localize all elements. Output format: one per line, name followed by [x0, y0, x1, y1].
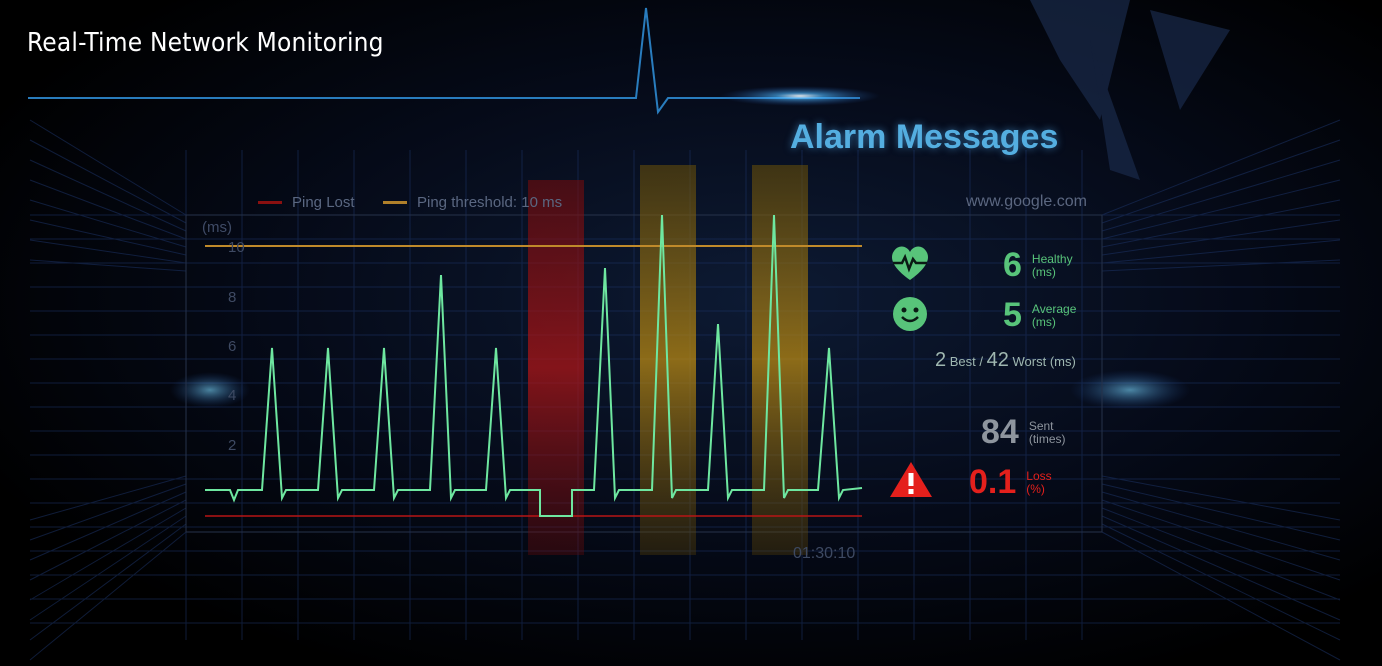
ping-lost-swatch: [258, 201, 282, 204]
heart-pulse-icon: [891, 246, 929, 280]
healthy-stat: 6 Healthy (ms): [1003, 246, 1073, 285]
ping-trace: [205, 214, 863, 517]
y-tick-6: 6: [228, 338, 237, 355]
y-tick-4: 4: [228, 387, 237, 404]
healthy-label: Healthy (ms): [1031, 251, 1073, 279]
average-stat: 5 Average (ms): [1003, 296, 1076, 335]
best-worst-stat: 2 Best / 42 Worst (ms): [935, 349, 1076, 372]
average-label-line1: Average: [1031, 301, 1077, 316]
loss-value: 0.1: [969, 463, 1017, 501]
y-axis-unit: (ms): [202, 219, 232, 236]
healthy-value: 6: [1003, 246, 1022, 284]
worst-value: 42: [986, 349, 1009, 371]
sent-label: Sent (times): [1028, 418, 1066, 446]
loss-label-line2: (%): [1026, 481, 1045, 496]
worst-label: Worst (ms): [1012, 354, 1076, 369]
alarm-messages-heading: Alarm Messages: [790, 118, 1059, 156]
average-label-line2: (ms): [1031, 314, 1056, 329]
best-label: Best /: [949, 354, 983, 369]
healthy-label-line2: (ms): [1031, 264, 1056, 279]
y-tick-10: 10: [228, 239, 245, 256]
loss-label: Loss (%): [1026, 468, 1052, 496]
time-label: 01:30:10: [793, 545, 856, 562]
page-title: Real-Time Network Monitoring: [27, 28, 384, 58]
healthy-label-line1: Healthy: [1031, 251, 1073, 266]
ping-lost-bar: [528, 180, 584, 555]
legend-ping-threshold: Ping threshold: 10 ms: [383, 194, 562, 211]
warning-icon: [890, 462, 932, 497]
loss-stat: 0.1 Loss (%): [969, 463, 1052, 502]
best-value: 2: [935, 349, 947, 371]
ping-threshold-swatch: [383, 201, 407, 204]
top-heartbeat-line: [28, 7, 1190, 410]
legend-ping-lost-label: Ping Lost: [292, 194, 355, 211]
sent-label-line1: Sent: [1028, 418, 1054, 433]
legend-ping-threshold-label: Ping threshold: 10 ms: [417, 194, 563, 211]
y-tick-2: 2: [228, 437, 237, 454]
loss-label-line1: Loss: [1026, 468, 1052, 483]
average-value: 5: [1003, 296, 1022, 334]
host-label: www.google.com: [966, 193, 1087, 210]
sent-stat: 84 Sent (times): [981, 413, 1066, 452]
average-label: Average (ms): [1031, 301, 1077, 329]
y-tick-8: 8: [228, 289, 237, 306]
smiley-icon: [893, 297, 927, 331]
legend-ping-lost: Ping Lost: [258, 194, 355, 211]
sent-value: 84: [981, 413, 1019, 451]
decorative-shards: [1030, 0, 1230, 180]
sent-label-line2: (times): [1028, 431, 1066, 446]
